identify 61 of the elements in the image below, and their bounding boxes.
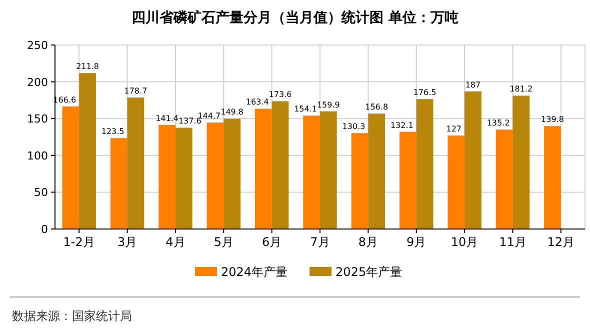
y-tick-label: 100	[27, 149, 48, 162]
data-label: 163.4	[246, 98, 269, 107]
y-tick-label: 0	[41, 223, 48, 236]
data-label: 187	[465, 80, 481, 90]
bar	[512, 96, 530, 229]
data-label: 211.8	[76, 62, 99, 72]
data-label: 137.6	[178, 116, 202, 126]
y-tick-label: 150	[27, 112, 48, 126]
bar	[416, 99, 434, 229]
data-label: 132.1	[390, 120, 414, 130]
data-label: 156.8	[365, 102, 388, 112]
bar	[448, 136, 465, 229]
bar	[496, 129, 513, 229]
bar	[272, 101, 289, 229]
x-tick-label: 8月	[358, 235, 378, 249]
data-label: 159.9	[316, 100, 340, 110]
bar	[79, 73, 96, 229]
bar	[400, 132, 416, 229]
bar	[464, 91, 482, 229]
chart-title: 四川省磷矿石产量分月（当月值）统计图 单位：万吨	[132, 9, 458, 26]
y-tick-label: 250	[27, 39, 48, 52]
data-label: 173.6	[268, 90, 292, 100]
legend-label: 2025年产量	[336, 265, 402, 279]
data-label: 154.1	[294, 104, 317, 114]
bar	[254, 108, 272, 229]
bar	[158, 124, 176, 229]
x-tick-label: 6月	[262, 235, 282, 249]
y-tick-label: 200	[27, 76, 48, 89]
bar	[368, 114, 386, 229]
x-tick-label: 9月	[406, 235, 426, 249]
x-tick-label: 4月	[166, 235, 186, 249]
x-tick-label: 5月	[214, 235, 234, 249]
x-tick-label: 12月	[547, 235, 575, 249]
data-label: 130.3	[342, 122, 366, 132]
bar	[320, 111, 337, 229]
bar	[110, 138, 128, 229]
bar	[224, 118, 240, 229]
bar	[175, 128, 192, 229]
bar	[62, 106, 80, 229]
bar	[303, 116, 320, 229]
bar	[544, 126, 561, 229]
data-label: 178.7	[124, 86, 148, 96]
x-tick-label: 11月	[499, 235, 526, 249]
y-tick-label: 50	[34, 186, 48, 200]
data-label: 149.8	[220, 108, 244, 117]
data-label: 141.4	[156, 114, 178, 123]
data-label: 135.2	[486, 118, 510, 128]
x-tick-label: 7月	[310, 235, 330, 249]
bar	[206, 122, 224, 229]
data-label: 123.5	[101, 127, 124, 136]
data-label: 139.8	[541, 115, 564, 124]
data-label: 176.5	[413, 88, 436, 98]
x-tick-label: 3月	[117, 235, 138, 249]
x-tick-label: 10月	[450, 235, 478, 249]
x-tick-label: 1-2月	[63, 235, 95, 249]
bar	[127, 97, 144, 229]
source-note: 数据来源：国家统计局	[12, 309, 132, 323]
data-label: 127	[446, 124, 462, 134]
data-label: 181.2	[510, 84, 533, 94]
legend-label: 2024年产量	[221, 265, 288, 279]
bar	[351, 133, 368, 229]
